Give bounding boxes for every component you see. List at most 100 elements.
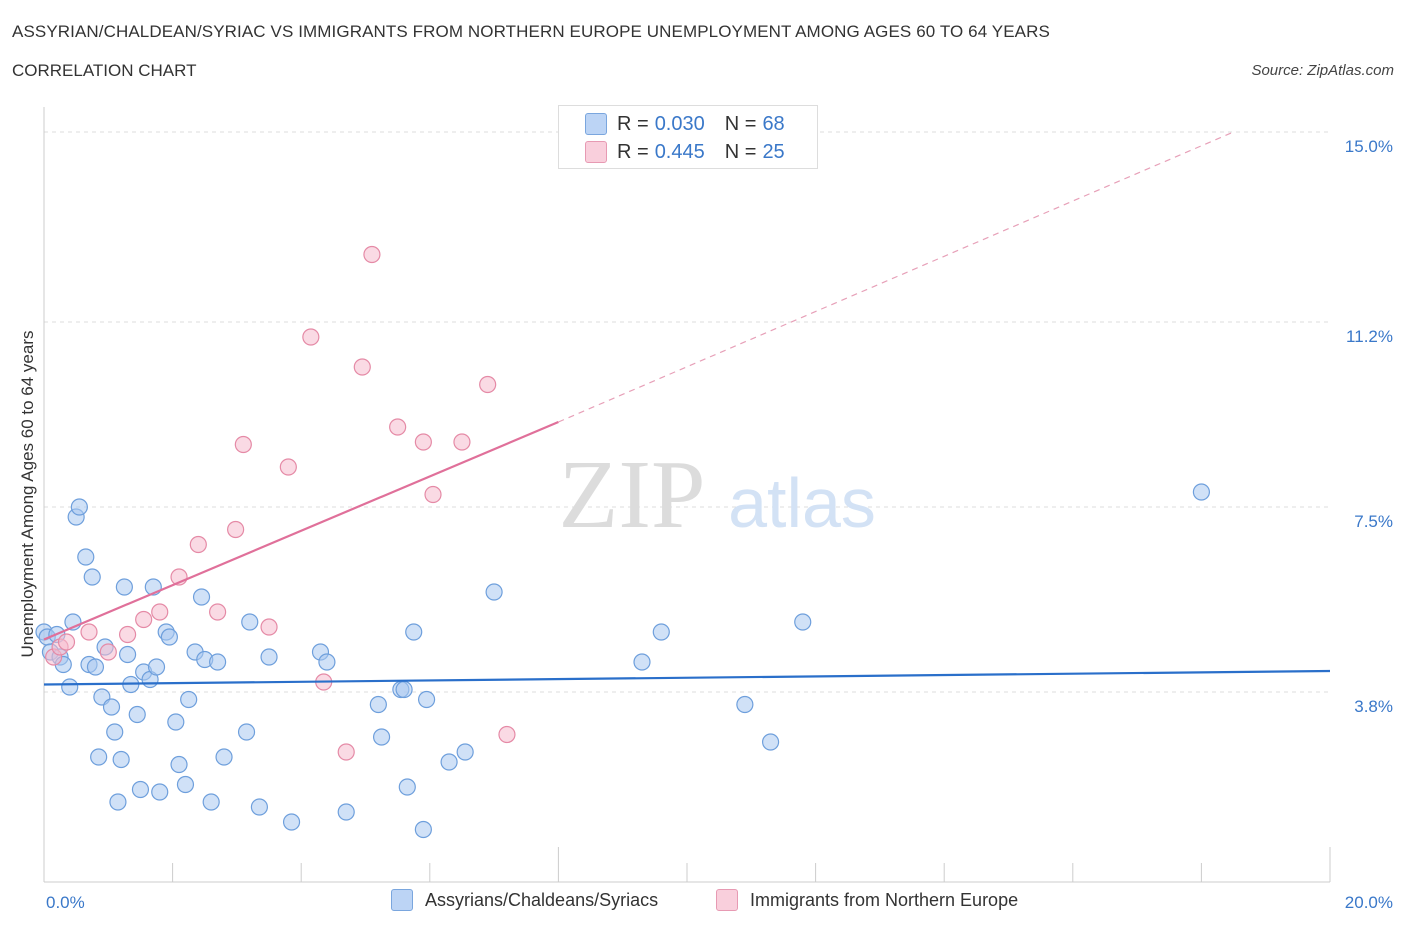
watermark-atlas: atlas <box>728 464 876 542</box>
points-layer <box>35 245 1211 839</box>
tick-label-layer: 3.8% 7.5% 11.2% 15.0% 0.0% 20.0% <box>46 137 1393 912</box>
point-northern-europe <box>189 535 207 554</box>
point-assyrian <box>414 820 432 839</box>
legend-row-series1: R = 0.030 N = 68 <box>585 111 785 137</box>
axis-layer <box>43 107 1331 883</box>
point-assyrian <box>794 613 812 631</box>
correlation-legend: R = 0.030 N = 68 R = 0.445 N = 25 <box>558 105 818 169</box>
point-northern-europe <box>151 603 169 621</box>
y-tick-label: 15.0% <box>1345 137 1393 156</box>
point-northern-europe <box>424 485 442 504</box>
point-assyrian <box>456 743 474 761</box>
point-assyrian <box>160 628 178 646</box>
point-assyrian <box>147 658 166 676</box>
legend-r-value: 0.445 <box>654 140 705 163</box>
point-assyrian <box>151 783 169 801</box>
point-assyrian <box>369 695 387 714</box>
trend-layer <box>43 131 1331 686</box>
point-assyrian <box>485 583 503 601</box>
legend-n-label: N = <box>724 140 757 163</box>
point-assyrian <box>102 698 121 716</box>
watermark: ZIP atlas <box>559 441 876 549</box>
y-tick-label: 11.2% <box>1346 327 1393 346</box>
point-assyrian <box>83 568 101 586</box>
bottom-legend-series2: Immigrants from Northern Europe <box>716 889 1018 911</box>
point-assyrian <box>237 723 256 741</box>
point-assyrian <box>128 705 146 724</box>
x-tick-label: 0.0% <box>46 893 85 912</box>
point-northern-europe <box>234 435 252 454</box>
point-assyrian <box>282 813 301 831</box>
point-assyrian <box>736 695 754 714</box>
bottom-legend-swatch-pink <box>716 889 738 911</box>
legend-r-label: R = <box>617 112 649 135</box>
point-northern-europe <box>337 743 355 761</box>
point-assyrian <box>260 648 278 666</box>
legend-r-value: 0.030 <box>654 112 705 135</box>
point-northern-europe <box>57 633 76 651</box>
grid-layer <box>44 131 1330 693</box>
point-northern-europe <box>414 433 432 451</box>
point-assyrian <box>77 548 95 566</box>
legend-n-value: 25 <box>762 140 785 163</box>
legend-swatch-blue <box>585 113 607 135</box>
point-assyrian <box>652 623 670 641</box>
point-assyrian <box>395 680 413 699</box>
point-assyrian <box>761 733 780 751</box>
point-assyrian <box>215 748 233 766</box>
trend-line-extension <box>558 131 1234 423</box>
bottom-legend-swatch-blue <box>391 889 413 911</box>
point-assyrian <box>1192 483 1211 501</box>
point-northern-europe <box>479 375 497 394</box>
point-assyrian <box>115 578 133 596</box>
point-assyrian <box>405 623 423 641</box>
bottom-legend-label: Immigrants from Northern Europe <box>750 889 1019 910</box>
point-northern-europe <box>279 458 297 476</box>
point-assyrian <box>440 753 458 771</box>
point-assyrian <box>417 690 436 709</box>
point-northern-europe <box>227 520 245 539</box>
y-tick-label: 7.5% <box>1354 512 1393 531</box>
point-assyrian <box>86 658 105 676</box>
bottom-legend-series1: Assyrians/Chaldeans/Syriacs <box>391 889 658 911</box>
point-northern-europe <box>135 610 153 629</box>
point-assyrian <box>633 653 651 671</box>
legend-n-label: N = <box>724 112 757 135</box>
legend-row-series2: R = 0.445 N = 25 <box>585 139 785 165</box>
point-assyrian <box>337 803 355 821</box>
point-assyrian <box>398 778 416 796</box>
point-northern-europe <box>99 643 117 661</box>
point-assyrian <box>250 798 269 816</box>
legend-n-value: 68 <box>762 112 785 135</box>
source-credit: Source: ZipAtlas.com <box>1251 62 1394 79</box>
point-assyrian <box>106 723 124 741</box>
point-northern-europe <box>389 418 407 436</box>
point-northern-europe <box>302 328 320 346</box>
legend-r-label: R = <box>617 140 649 163</box>
x-tick-label: 20.0% <box>1345 893 1393 912</box>
point-assyrian <box>318 653 336 671</box>
point-northern-europe <box>118 625 137 644</box>
point-assyrian <box>176 775 195 794</box>
point-assyrian <box>90 748 108 766</box>
point-assyrian <box>241 613 259 631</box>
point-northern-europe <box>260 618 278 636</box>
point-northern-europe <box>353 358 371 376</box>
y-axis-label: Unemployment Among Ages 60 to 64 years <box>18 330 37 658</box>
chart-subtitle: CORRELATION CHART <box>12 61 197 80</box>
point-northern-europe <box>498 725 516 744</box>
point-assyrian <box>118 645 137 664</box>
point-assyrian <box>192 588 211 606</box>
y-tick-label: 3.8% <box>1354 697 1393 716</box>
trend-line-assyrian <box>43 669 1331 686</box>
point-assyrian <box>167 713 185 731</box>
point-assyrian <box>70 498 88 516</box>
point-northern-europe <box>80 623 98 641</box>
point-assyrian <box>109 793 127 811</box>
trend-line-northern-europe <box>43 420 559 641</box>
chart-title: ASSYRIAN/CHALDEAN/SYRIAC VS IMMIGRANTS F… <box>12 22 1050 41</box>
point-assyrian <box>209 653 227 671</box>
point-northern-europe <box>209 603 227 621</box>
watermark-zip: ZIP <box>559 441 706 549</box>
